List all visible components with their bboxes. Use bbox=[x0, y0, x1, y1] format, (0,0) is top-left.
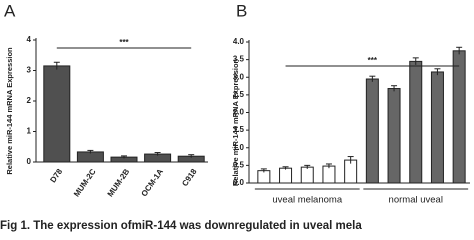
y-tick-label: 1 bbox=[27, 127, 32, 136]
x-tick-label: C918 bbox=[180, 167, 199, 188]
panel-label: A bbox=[4, 1, 16, 20]
group-label: normal uveal bbox=[389, 195, 443, 206]
bar bbox=[43, 65, 71, 163]
y-axis-label: Relative miR-144 mRNA Expression bbox=[5, 47, 14, 175]
y-tick-label: 4.0 bbox=[233, 37, 245, 46]
bar bbox=[257, 170, 271, 184]
y-tick-label: 1.5 bbox=[233, 125, 245, 134]
y-tick-label: 0.5 bbox=[233, 160, 245, 169]
figure: Fig 1. The expression ofmiR-144 was down… bbox=[0, 1, 470, 232]
bar bbox=[365, 78, 379, 184]
y-axis-label: Relative miR-144 mRNA Expression bbox=[231, 58, 240, 186]
y-tick-label: 3.5 bbox=[233, 55, 245, 64]
bar bbox=[430, 71, 444, 184]
bar bbox=[300, 166, 314, 184]
y-tick-label: 1.0 bbox=[233, 143, 245, 152]
panel-label: B bbox=[236, 1, 247, 20]
y-tick-label: 3 bbox=[27, 66, 32, 75]
bar bbox=[322, 165, 336, 184]
significance-label: *** bbox=[119, 38, 129, 47]
y-tick-label: 0 bbox=[27, 157, 32, 166]
bar bbox=[279, 167, 293, 184]
significance-label: *** bbox=[368, 56, 378, 65]
y-tick-label: 0.0 bbox=[233, 178, 245, 187]
y-tick-label: 3.0 bbox=[233, 72, 245, 81]
x-tick-label: D78 bbox=[48, 167, 64, 185]
y-tick-label: 2.5 bbox=[233, 90, 245, 99]
group-label: uveal melanoma bbox=[272, 195, 342, 206]
x-tick-label: OCM-1A bbox=[139, 167, 165, 198]
x-tick-label: MUM-2C bbox=[72, 167, 98, 199]
bar bbox=[452, 50, 466, 184]
page: Fig 1. The expression ofmiR-144 was down… bbox=[0, 1, 470, 232]
bar bbox=[387, 88, 401, 184]
y-tick-label: 2.0 bbox=[233, 108, 245, 117]
bar bbox=[409, 60, 423, 184]
y-tick-label: 4 bbox=[27, 35, 32, 44]
caption: Fig 1. The expression ofmiR-144 was down… bbox=[0, 220, 362, 232]
y-tick-label: 2 bbox=[27, 96, 32, 105]
x-tick-label: MUM-2B bbox=[106, 167, 132, 199]
